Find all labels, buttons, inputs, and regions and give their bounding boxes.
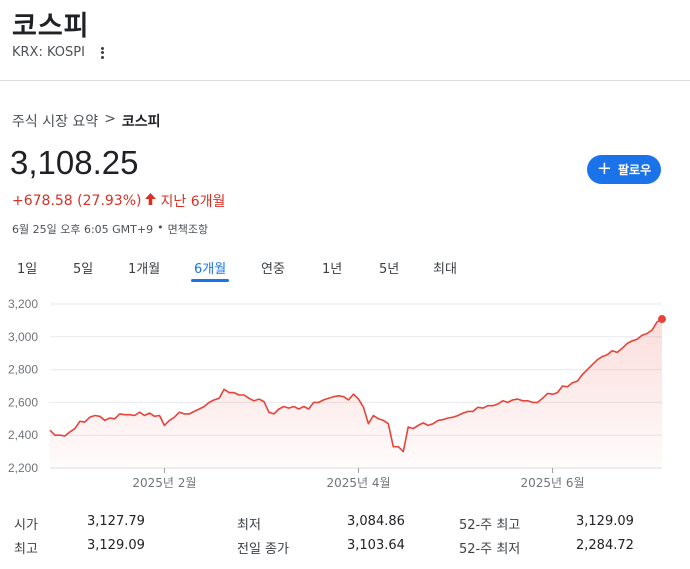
y-tick-label: 3,200 [8,297,38,311]
stat-label: 전일 종가 [237,542,289,557]
stat-value: 2,284.72 [576,538,634,553]
tab-5y[interactable]: 5년 [379,262,400,277]
follow-button[interactable]: + 팔로우 [587,155,661,184]
disclaimer-link[interactable]: 면책조항 [167,223,209,236]
timestamp: 6월 25일 오후 6:05 GMT+9 [12,223,154,236]
breadcrumb-current: 코스피 [121,114,161,130]
breadcrumb-separator: > [104,111,116,127]
exchange-label: KRX: KOSPI [12,45,85,60]
y-tick-label: 3,000 [8,330,38,344]
stat-value: 3,129.09 [576,514,634,529]
breadcrumb: 주식 시장 요약 > 코스피 [12,111,161,131]
stat-label: 52-주 최저 [459,542,521,557]
series-line [49,318,663,453]
price-change-value: +678.58 (27.93%) [12,193,142,209]
arrow-up-icon [145,193,157,209]
follow-button-label: 팔로우 [617,163,652,177]
tab-5d[interactable]: 5일 [73,262,94,277]
stat-value: 3,084.86 [347,514,405,529]
y-tick-label: 2,400 [8,428,38,442]
y-tick-label: 2,800 [8,363,38,377]
page-title: 코스피 [12,11,90,42]
y-tick-label: 2,600 [8,395,38,409]
series-area [50,319,662,468]
period-label: 지난 6개월 [160,194,226,210]
price-change: +678.58 (27.93%) 지난 6개월 [12,191,225,211]
tab-1y[interactable]: 1년 [322,262,343,277]
stat-value: 3,129.09 [87,538,145,553]
tab-1d[interactable]: 1일 [17,262,38,277]
x-tick-label: 2025년 6월 [520,476,584,490]
stat-value: 3,103.64 [347,538,405,553]
breadcrumb-parent-link[interactable]: 주식 시장 요약 [12,114,99,130]
quote-meta: 6월 25일 오후 6:05 GMT+9 • 면책조항 [12,221,208,237]
header-divider [0,80,690,81]
stat-label: 최저 [237,518,261,533]
meta-bullet: • [157,221,164,234]
x-tick-label: 2025년 2월 [132,476,196,490]
more-options-icon[interactable] [97,46,108,59]
tab-ytd[interactable]: 연중 [261,262,285,277]
x-tick-label: 2025년 4월 [326,476,390,490]
last-point-marker [658,315,666,324]
stat-label: 52-주 최고 [459,518,521,533]
stat-label: 최고 [14,542,38,557]
tab-max[interactable]: 최대 [433,262,457,277]
tab-6m[interactable]: 6개월 [190,258,230,282]
tab-1m[interactable]: 1개월 [128,262,161,277]
plus-icon: + [596,157,612,179]
price-chart[interactable]: 3,200 3,000 2,800 2,600 2,400 2,200 2025년 2월 20… [0,292,690,497]
range-tabs: 1일 5일 1개월 6개월 연중 1년 5년 최대 [0,258,500,282]
exchange-ticker: KRX: KOSPI [12,45,108,60]
stat-label: 시가 [14,518,38,533]
current-price: 3,108.25 [10,144,139,181]
y-tick-label: 2,200 [8,461,38,475]
stat-value: 3,127.79 [87,514,145,529]
